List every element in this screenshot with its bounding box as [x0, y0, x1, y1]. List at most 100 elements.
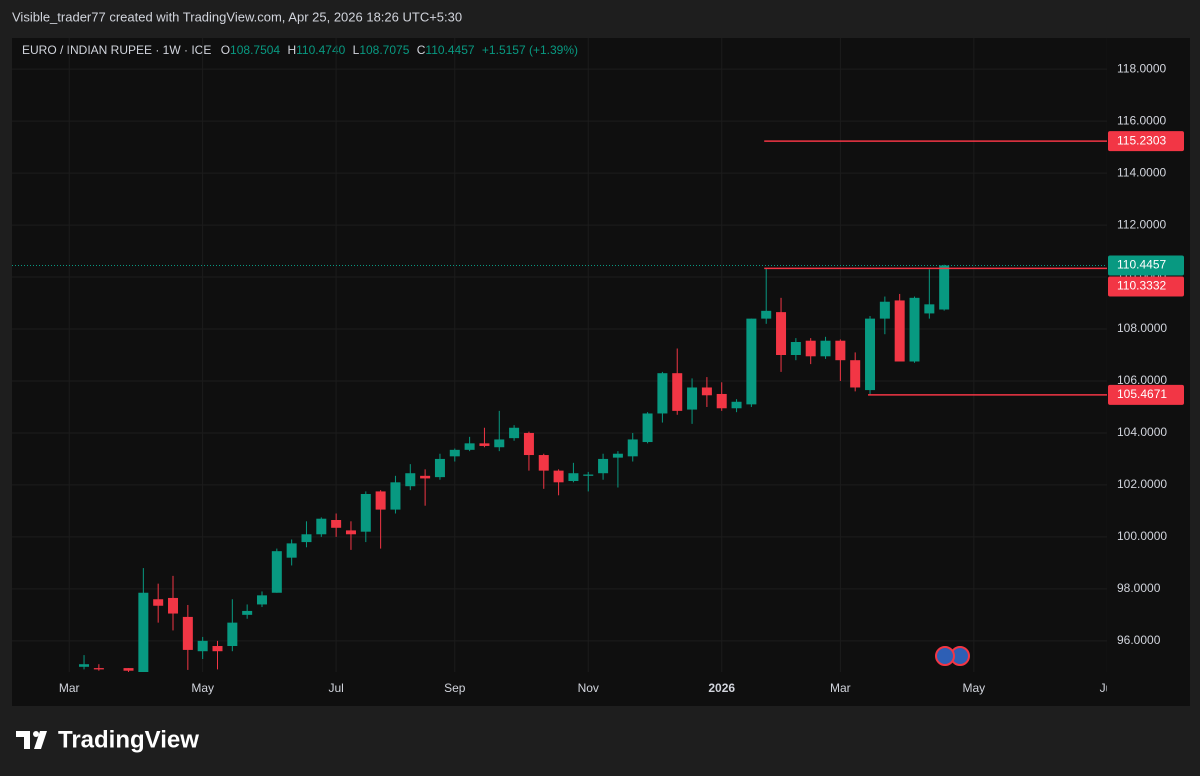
candle-body [509, 427, 520, 439]
x-axis: Mar May Jul Sep Nov 2026 Mar May Jul [59, 681, 1115, 695]
price-tag-label: 105.4671 [1117, 387, 1167, 401]
candle-body [627, 439, 638, 457]
change: +1.5157 (+1.39%) [482, 43, 578, 57]
event-icon[interactable] [935, 646, 955, 666]
y-tick-label: 100.0000 [1117, 529, 1167, 543]
y-tick-label: 112.0000 [1117, 217, 1166, 231]
candle-body [301, 534, 312, 543]
y-tick-label: 98.0000 [1117, 581, 1161, 595]
candle-body [79, 664, 90, 667]
candle-body [598, 458, 609, 474]
price-tag [1108, 384, 1184, 405]
price-tag-label: 110.4457 [1117, 258, 1166, 272]
candle-body [316, 518, 327, 535]
candle-body [494, 439, 505, 448]
candle-body [212, 646, 223, 652]
candle-body [420, 475, 431, 479]
candle-body [331, 519, 342, 528]
y-tick-label: 114.0000 [1117, 165, 1166, 179]
logo-dot [33, 731, 39, 737]
y-tick-label: 116.0000 [1117, 113, 1166, 127]
candle-body [375, 491, 386, 510]
candle-body [776, 312, 787, 355]
candle-body [153, 599, 164, 606]
ohlc-value: 110.4740 [296, 43, 345, 57]
y-tick-label: 104.0000 [1117, 425, 1167, 439]
price-tag [1108, 131, 1184, 152]
logo: TradingView [16, 726, 199, 753]
candle-body [523, 432, 534, 456]
candle-body [731, 401, 742, 409]
candle-body [761, 310, 772, 319]
ohlc-value: 108.7504 [230, 43, 280, 57]
x-tick-label: Jul [1100, 681, 1115, 695]
ohlc-key: H [287, 43, 296, 57]
candle-body [168, 597, 179, 614]
x-tick-label: Mar [59, 681, 80, 695]
candle-body [286, 543, 297, 558]
x-tick-label: May [962, 681, 985, 695]
candle-body [642, 413, 653, 443]
candle-body [939, 265, 950, 310]
candle-body [553, 470, 564, 483]
x-tick-label: Nov [578, 681, 599, 695]
y-tick-label: 118.0000 [1117, 61, 1166, 75]
legend: EURO / INDIAN RUPEE · 1W · ICE O108.7504… [22, 43, 578, 57]
candle-body [612, 453, 623, 458]
candle-body [568, 473, 579, 482]
price-axis: 96.0000 98.0000 100.0000 102.0000 104.0000 10… [1108, 61, 1184, 647]
candle-body [242, 610, 253, 615]
ohlc-value: 110.4457 [425, 43, 474, 57]
event-icons [935, 646, 970, 666]
price-tag-label: 110.3332 [1117, 279, 1166, 293]
y-tick-label: 96.0000 [1117, 633, 1161, 647]
candle-body [716, 393, 727, 409]
candle-body [390, 482, 401, 510]
candle-body [672, 373, 683, 411]
candle-body [894, 300, 905, 362]
x-tick-label: 2026 [708, 681, 735, 695]
candle-body [657, 373, 668, 414]
candle-body [360, 494, 371, 532]
logo-text: TradingView [58, 726, 199, 753]
price-tag-label: 115.2303 [1117, 133, 1166, 147]
candle-body [449, 449, 460, 457]
candle-body [583, 474, 594, 476]
price-tag [1108, 255, 1184, 276]
candle-body [879, 301, 890, 319]
ohlc-key: L [353, 43, 360, 57]
candle-body [805, 340, 816, 357]
ohlc-value: 108.7075 [359, 43, 409, 57]
x-tick-label: Mar [830, 681, 851, 695]
candle-body [93, 668, 104, 670]
candle-body [123, 668, 134, 671]
ohlc-key: C [417, 43, 426, 57]
candle-body [345, 530, 356, 535]
candle-body [909, 297, 920, 362]
chart-panel [12, 38, 1190, 706]
candle-body [924, 304, 935, 314]
candle-body [405, 473, 416, 487]
candle-body [434, 458, 445, 478]
y-tick-label: 108.0000 [1117, 321, 1167, 335]
candle-body [464, 443, 475, 450]
price-tag [1108, 276, 1184, 297]
candle-body [538, 455, 549, 471]
y-tick-label: 106.0000 [1117, 373, 1167, 387]
candle-body [820, 340, 831, 357]
attribution: Visible_trader77 created with TradingVie… [12, 9, 462, 24]
candle-body [835, 340, 846, 361]
candle-body [197, 640, 208, 652]
candle-body [865, 318, 876, 391]
ohlc-key: O [221, 43, 230, 57]
candle-body [182, 616, 193, 650]
candle-body [256, 595, 267, 605]
candle-body [850, 360, 861, 388]
y-tick-label: 102.0000 [1117, 477, 1167, 491]
candle-body [138, 592, 149, 672]
candle-body [701, 387, 712, 396]
logo-mark [16, 731, 47, 749]
x-tick-label: Jul [328, 681, 343, 695]
